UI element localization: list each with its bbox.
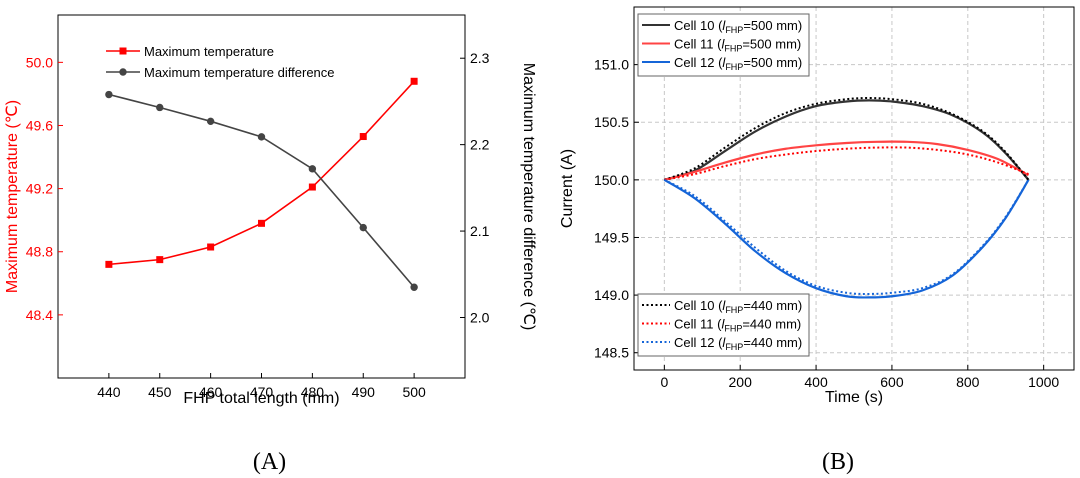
- legend-subscript: FHP: [725, 305, 743, 315]
- data-point: [308, 183, 316, 191]
- data-point: [105, 260, 113, 268]
- legend-label: Maximum temperature: [144, 44, 274, 59]
- legend-label: Cell 10 (lFHP=440 mm): [674, 298, 802, 315]
- series-line-6: [663, 178, 1030, 295]
- data-point: [359, 133, 367, 141]
- y-right-tick-label: 2.0: [470, 310, 490, 326]
- chart-a: 440 450 460 470 480 490 500 48.4 48.8 49.2 49.6 50.…: [4, 14, 537, 475]
- x-tick-label: 490: [352, 384, 376, 400]
- x-axis-title-a: FHP total length (mm): [183, 390, 339, 407]
- data-point: [410, 77, 418, 85]
- y-left-tick-label: 48.4: [26, 307, 53, 323]
- x-tick-label: 460: [199, 384, 223, 400]
- legend-text: Cell 12 (: [674, 335, 723, 350]
- chart-b: 0 200 400 600 800 1000 148.5 149.0 149.5 150.0 150…: [559, 6, 1075, 475]
- legend-text: =500 mm): [742, 37, 801, 52]
- data-point: [258, 219, 265, 227]
- legend-label: Cell 11 (lFHP=500 mm): [674, 37, 801, 54]
- data-point: [105, 90, 113, 99]
- x-tick-label: 0: [660, 374, 668, 390]
- legend-marker: [119, 47, 127, 55]
- legend-text: =440 mm): [743, 298, 802, 313]
- legend-text-italic: l: [722, 298, 726, 313]
- legend-text-italic: l: [722, 55, 726, 70]
- legend-text: =500 mm): [743, 55, 802, 70]
- x-tick-label: 440: [97, 384, 121, 400]
- legend-text: Cell 12 (: [674, 55, 723, 70]
- legend-text-italic: l: [721, 37, 725, 52]
- legend-text: Cell 10 (: [674, 298, 723, 313]
- legend-text: =500 mm): [743, 18, 802, 33]
- legend-subscript: FHP: [725, 62, 743, 72]
- y-left-tick-label: 48.8: [26, 244, 53, 260]
- y-tick-label: 149.5: [594, 229, 629, 245]
- y-tick-label: 151.0: [594, 57, 629, 73]
- legend-label: Cell 12 (lFHP=440 mm): [674, 335, 802, 352]
- series-line-2: [108, 93, 415, 288]
- y-right-axis-title: Maximum temperature difference (℃): [520, 63, 537, 331]
- y-axis-title-b: Current (A): [559, 149, 576, 228]
- y-left-tick-label: 50.0: [26, 54, 53, 70]
- data-point: [257, 133, 266, 141]
- legend-text: Cell 11 (: [674, 317, 722, 332]
- legend-text: =440 mm): [742, 317, 801, 332]
- y-left-tick-label: 49.6: [26, 117, 53, 133]
- panel-label-b: (B): [822, 449, 854, 475]
- x-tick-label: 470: [250, 384, 274, 400]
- plot-frame-b: [633, 6, 1075, 371]
- legend-label: Cell 11 (lFHP=440 mm): [674, 317, 801, 334]
- legend-marker: [119, 68, 127, 76]
- legend-text-italic: l: [722, 335, 726, 350]
- legend-label: Cell 10 (lFHP=500 mm): [674, 18, 802, 35]
- legend-text-italic: l: [722, 18, 726, 33]
- y-tick-label: 150.5: [594, 114, 629, 130]
- data-point: [359, 223, 367, 232]
- x-axis-title-b: Time (s): [825, 389, 883, 406]
- data-point: [410, 283, 418, 291]
- y-right-tick-label: 2.2: [470, 137, 490, 153]
- legend-subscript: FHP: [725, 342, 743, 352]
- x-tick-label: 400: [804, 374, 828, 390]
- data-point: [156, 103, 164, 112]
- data-point: [156, 256, 164, 264]
- legend-text: =440 mm): [743, 335, 802, 350]
- x-tick-label: 1000: [1028, 374, 1059, 390]
- x-tick-label: 450: [148, 384, 172, 400]
- x-tick-label: 500: [402, 384, 426, 400]
- legend-subscript: FHP: [724, 44, 742, 54]
- legend-subscript: FHP: [725, 25, 743, 35]
- data-point: [207, 243, 215, 251]
- y-tick-label: 150.0: [594, 172, 629, 188]
- series-line-3: [663, 178, 1030, 299]
- series-line-1: [108, 80, 415, 266]
- x-tick-label: 800: [956, 374, 980, 390]
- y-tick-label: 149.0: [594, 287, 629, 303]
- x-tick-label: 200: [729, 374, 753, 390]
- y-right-tick-label: 2.3: [470, 50, 490, 66]
- series-line-4: [663, 97, 1030, 181]
- legend-subscript: FHP: [724, 324, 742, 334]
- legend-label: Cell 12 (lFHP=500 mm): [674, 55, 802, 72]
- legend-text: Cell 11 (: [674, 37, 722, 52]
- series-line-5: [664, 146, 1029, 181]
- x-tick-label: 480: [301, 384, 325, 400]
- data-point: [308, 165, 317, 173]
- y-left-axis-title: Maximum temperature (℃): [4, 100, 21, 293]
- y-left-tick-label: 49.2: [26, 181, 53, 197]
- legend-text: Cell 10 (: [674, 18, 723, 33]
- legend-text-italic: l: [721, 317, 725, 332]
- series-line-2: [664, 140, 1029, 181]
- legend-label: Maximum temperature difference: [144, 65, 335, 80]
- y-right-tick-label: 2.1: [470, 223, 490, 239]
- panel-label-a: (A): [253, 449, 286, 475]
- x-tick-label: 600: [880, 374, 904, 390]
- data-point: [206, 117, 215, 126]
- y-tick-label: 148.5: [594, 345, 629, 361]
